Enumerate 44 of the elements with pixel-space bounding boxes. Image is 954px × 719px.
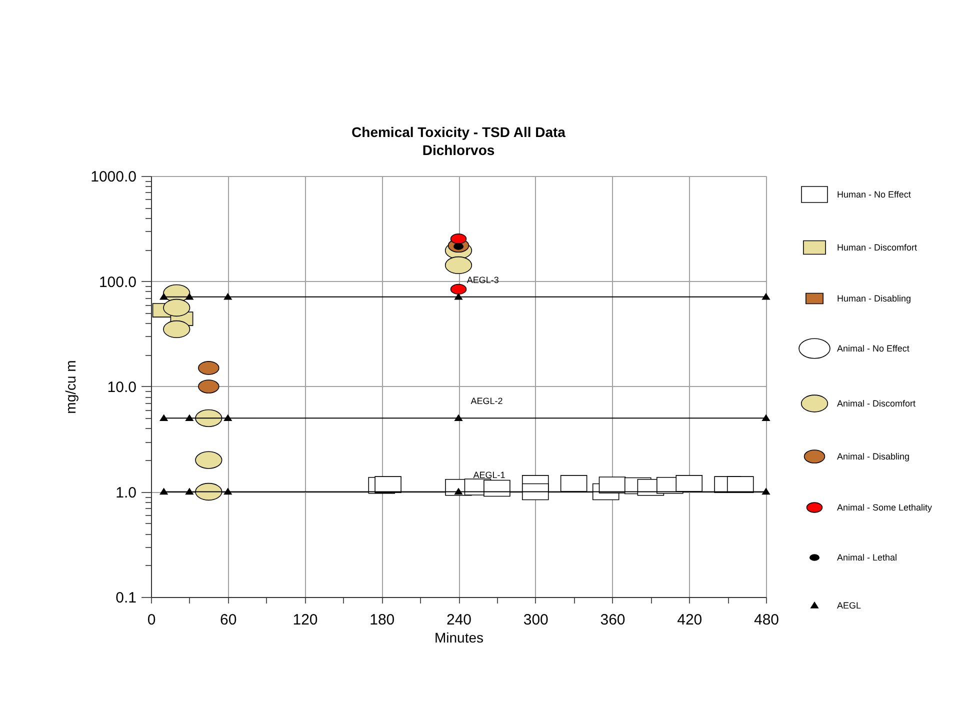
annotation: AEGL-2 bbox=[470, 396, 503, 406]
point bbox=[454, 414, 462, 422]
x-tick-label: 240 bbox=[446, 612, 472, 628]
point bbox=[762, 293, 770, 300]
y-tick-label: 1.0 bbox=[116, 484, 136, 502]
x-tick-label: 180 bbox=[370, 612, 395, 628]
legend-label: Animal - Disabling bbox=[837, 452, 910, 462]
x-tick-label: 480 bbox=[754, 612, 780, 628]
y-tick-label: 10.0 bbox=[107, 379, 136, 396]
y-tick-label: 0.1 bbox=[116, 590, 136, 606]
point bbox=[185, 414, 194, 422]
legend-label: Human - Disabling bbox=[837, 294, 912, 304]
legend-label: Human - Discomfort bbox=[837, 242, 918, 252]
x-tick-label: 360 bbox=[600, 612, 626, 628]
annotation: AEGL-1 bbox=[473, 470, 506, 480]
legend-label: Animal - No Effect bbox=[837, 344, 910, 354]
point bbox=[160, 414, 168, 422]
x-tick-label: 0 bbox=[147, 612, 156, 628]
legend-label: Animal - Some Lethality bbox=[837, 502, 933, 512]
chart-subtitle: Dichlorvos bbox=[422, 142, 495, 158]
chart-title: Chemical Toxicity - TSD All Data bbox=[352, 124, 566, 140]
x-tick-label: 420 bbox=[677, 612, 702, 628]
point bbox=[160, 293, 168, 300]
y-tick-label: 1000.0 bbox=[90, 168, 136, 186]
legend-label: Animal - Discomfort bbox=[837, 398, 916, 408]
legend-label: Human - No Effect bbox=[837, 190, 912, 200]
legend-label: AEGL bbox=[837, 600, 862, 610]
annotation: AEGL-3 bbox=[466, 274, 499, 285]
point bbox=[185, 488, 194, 495]
point bbox=[160, 488, 168, 495]
point bbox=[224, 293, 232, 300]
x-tick-label: 60 bbox=[220, 612, 237, 628]
legend-label: Animal - Lethal bbox=[837, 552, 898, 562]
point bbox=[762, 488, 770, 495]
point bbox=[185, 293, 194, 300]
point bbox=[224, 488, 232, 495]
y-tick-label: 100.0 bbox=[98, 274, 136, 291]
x-axis-title: Minutes bbox=[434, 630, 484, 646]
point bbox=[762, 414, 770, 422]
x-tick-label: 120 bbox=[292, 612, 318, 628]
point bbox=[454, 293, 462, 300]
point bbox=[224, 414, 232, 422]
y-axis-title: mg/cu m bbox=[62, 360, 79, 414]
x-tick-label: 300 bbox=[523, 612, 548, 628]
